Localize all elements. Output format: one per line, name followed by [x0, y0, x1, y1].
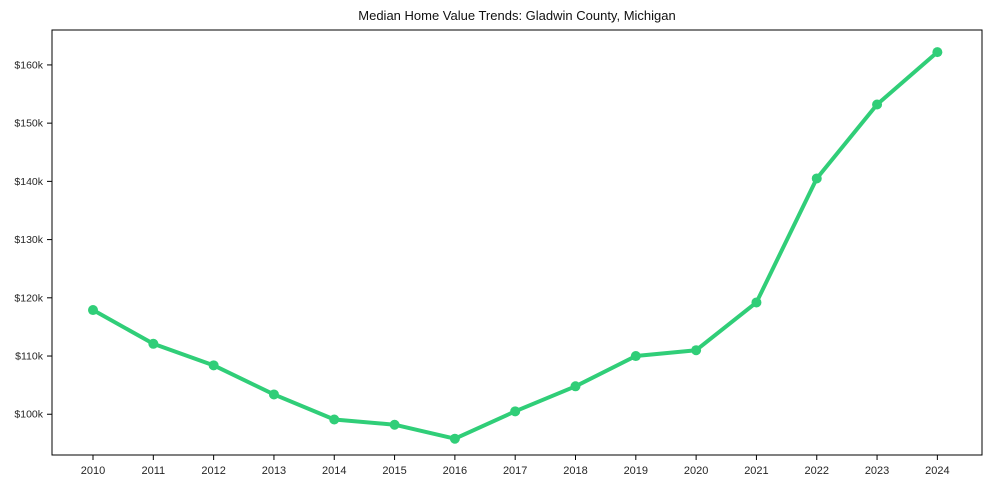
plot-border [51, 29, 983, 456]
y-tick-label: $110k [15, 351, 44, 363]
x-tick-label: 2014 [322, 465, 346, 477]
x-tick-label: 2022 [805, 465, 829, 477]
data-point [268, 389, 279, 400]
x-tick-label: 2017 [503, 465, 527, 477]
data-point [872, 99, 883, 110]
x-tick-label: 2010 [81, 465, 105, 477]
data-point [208, 360, 219, 371]
data-point [630, 351, 641, 362]
y-tick-label: $120k [14, 292, 43, 304]
data-point [88, 305, 99, 316]
x-tick-label: 2021 [744, 465, 768, 477]
data-point [329, 414, 340, 425]
y-tick-label: $160k [14, 59, 43, 71]
x-tick-label: 2012 [201, 465, 225, 477]
x-tick-label: 2016 [443, 465, 467, 477]
x-tick-label: 2015 [382, 465, 406, 477]
data-point [811, 173, 822, 184]
chart-title: Median Home Value Trends: Gladwin County… [358, 8, 676, 23]
x-tick-label: 2024 [925, 465, 949, 477]
x-tick-label: 2013 [262, 465, 286, 477]
data-point [751, 297, 762, 308]
data-point [510, 406, 521, 417]
x-tick-label: 2011 [141, 465, 165, 477]
x-tick-label: 2023 [865, 465, 889, 477]
data-point [932, 47, 943, 58]
y-tick-label: $140k [14, 176, 43, 188]
data-point [389, 419, 400, 430]
y-tick-label: $130k [14, 234, 43, 246]
x-tick-label: 2020 [684, 465, 708, 477]
trend-line [91, 50, 940, 441]
data-point [449, 433, 460, 444]
data-point [691, 345, 702, 356]
y-tick-label: $100k [14, 409, 43, 421]
data-point [570, 381, 581, 392]
y-tick-label: $150k [14, 118, 43, 130]
x-tick-label: 2019 [624, 465, 648, 477]
data-point [148, 338, 159, 349]
x-tick-label: 2018 [563, 465, 587, 477]
